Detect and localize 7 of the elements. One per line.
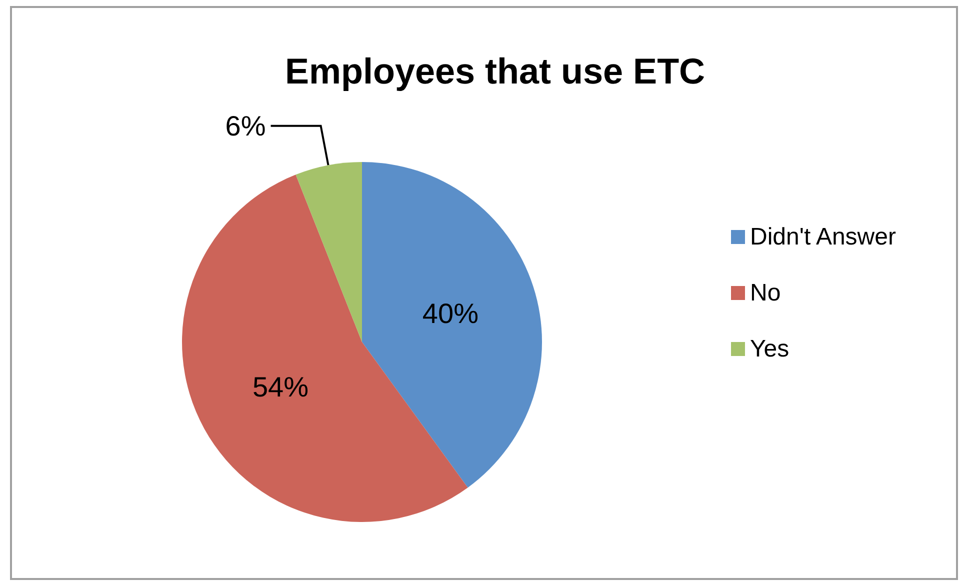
legend-label: Yes (750, 336, 790, 362)
data-label: 54% (252, 371, 309, 402)
data-label: 6% (225, 110, 266, 142)
data-label: 40% (422, 298, 478, 329)
chart-title: Employees that use ETC (284, 50, 706, 92)
legend-label: No (750, 280, 781, 306)
legend-label: Didn't Answer (750, 224, 896, 250)
